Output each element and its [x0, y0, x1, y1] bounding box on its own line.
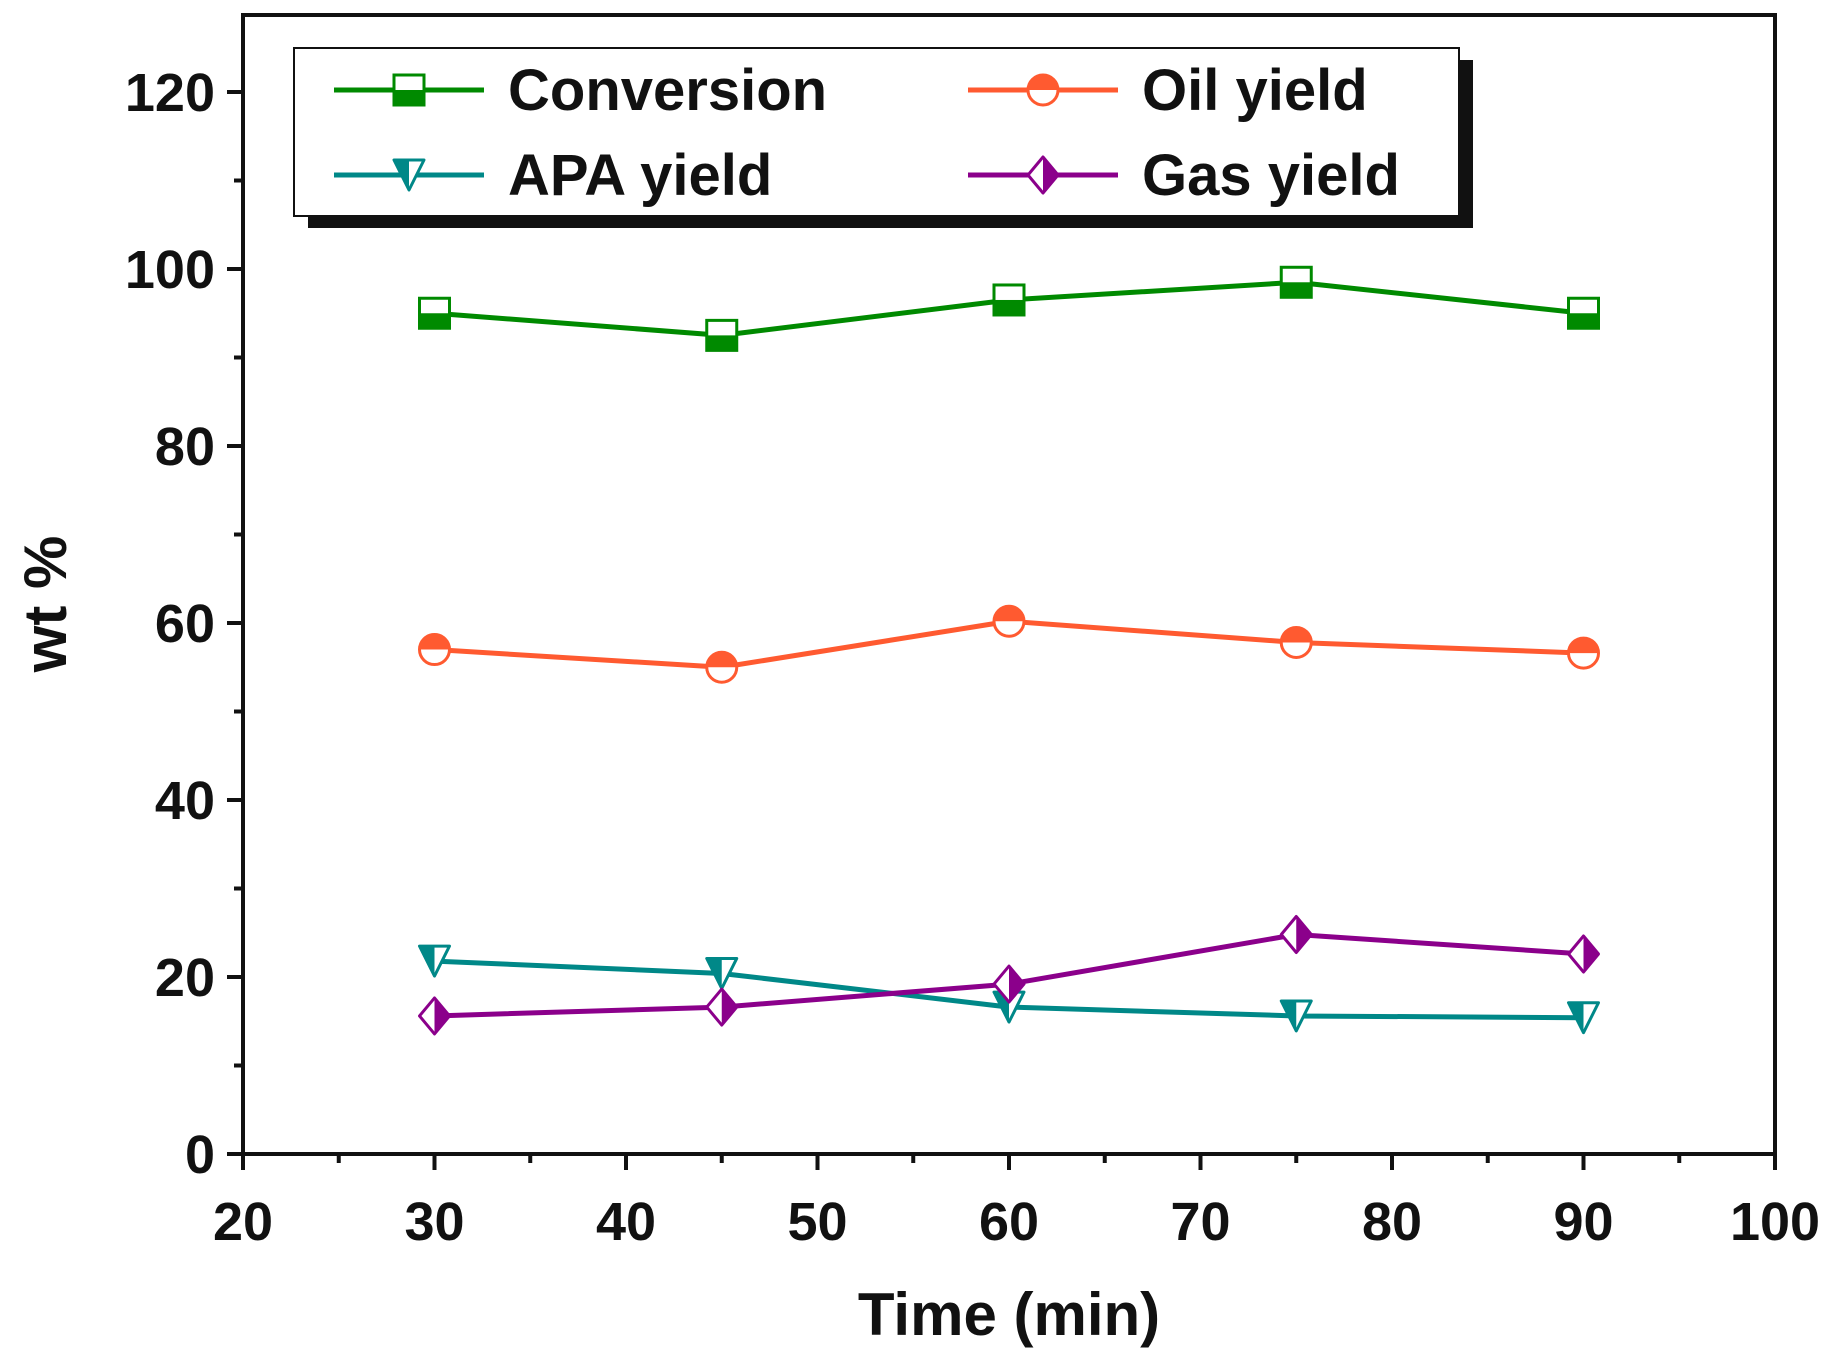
legend-marker [392, 158, 426, 192]
data-point-gas-yield [992, 964, 1026, 1004]
data-point-oil-yield [705, 650, 739, 684]
y-tick-label: 100 [125, 240, 215, 300]
data-point-oil-yield [1279, 625, 1313, 659]
marker-fill [1028, 75, 1058, 90]
y-tick-label: 40 [155, 771, 215, 831]
legend-item-gas-yield: Gas yield [968, 143, 1400, 208]
data-point-conversion [1279, 265, 1313, 299]
x-tick-label: 80 [1362, 1192, 1422, 1252]
marker-fill [434, 997, 450, 1034]
legend-marker [1026, 155, 1060, 195]
x-tick-label: 20 [213, 1192, 273, 1252]
legend-item-apa-yield: APA yield [334, 143, 772, 208]
y-tick-label: 80 [155, 417, 215, 477]
data-point-conversion [418, 296, 451, 330]
marker-fill [706, 652, 737, 668]
marker-fill [721, 989, 737, 1026]
y-tick-label: 60 [155, 594, 215, 654]
data-point-gas-yield [1567, 934, 1600, 974]
marker-fill [1281, 282, 1312, 298]
marker-fill [1583, 935, 1599, 972]
data-point-gas-yield [705, 987, 739, 1027]
legend: Conversion Oil yield APA yield Gas yield [293, 47, 1473, 228]
marker-fill [1568, 638, 1599, 654]
legend-marker [392, 73, 426, 107]
legend-marker [1026, 73, 1060, 107]
x-tick-label: 40 [596, 1192, 656, 1252]
legend-label: Oil yield [1142, 58, 1368, 123]
marker-fill [1568, 313, 1599, 329]
series-layer [418, 265, 1600, 1036]
data-point-oil-yield [992, 604, 1026, 638]
marker-fill [706, 335, 737, 351]
y-tick-label: 120 [125, 63, 215, 123]
marker-fill [419, 946, 435, 977]
x-tick-label: 60 [979, 1192, 1039, 1252]
legend-label: APA yield [508, 143, 772, 208]
legend-label: Gas yield [1142, 143, 1400, 208]
data-point-apa-yield [1567, 1001, 1600, 1035]
marker-fill [1281, 627, 1312, 643]
y-axis-title: wt % [12, 536, 79, 674]
legend-item-oil-yield: Oil yield [968, 58, 1368, 123]
data-point-conversion [992, 283, 1026, 317]
data-point-oil-yield [418, 633, 451, 667]
x-tick-label: 30 [404, 1192, 464, 1252]
marker-fill [419, 634, 450, 650]
x-tick-label: 90 [1553, 1192, 1613, 1252]
marker-fill [1043, 157, 1058, 193]
data-point-apa-yield [705, 956, 739, 990]
marker-fill [994, 299, 1024, 315]
legend-box [293, 47, 1460, 217]
y-tick-label: 20 [155, 948, 215, 1008]
data-point-oil-yield [1567, 636, 1600, 670]
marker-fill [706, 958, 722, 989]
y-tick-label: 0 [185, 1125, 215, 1185]
x-tick-label: 50 [787, 1192, 847, 1252]
data-point-apa-yield [1279, 999, 1313, 1033]
marker-fill [1009, 966, 1024, 1003]
x-axis-title: Time (min) [858, 1281, 1160, 1348]
legend-item-conversion: Conversion [334, 58, 827, 123]
axis-ticks: 20 30 40 50 60 70 80 90 100 0 20 40 60 80 100 120 [125, 63, 1820, 1252]
data-point-conversion [1567, 296, 1600, 330]
x-tick-label: 100 [1730, 1192, 1820, 1252]
marker-fill [394, 160, 409, 190]
x-tick-label: 70 [1170, 1192, 1230, 1252]
data-point-conversion [705, 318, 739, 352]
legend-label: Conversion [508, 58, 827, 123]
marker-fill [994, 606, 1024, 622]
data-point-gas-yield [418, 996, 451, 1036]
data-point-gas-yield [1279, 915, 1313, 955]
data-point-apa-yield [418, 944, 451, 978]
marker-fill [394, 90, 424, 105]
marker-fill [1296, 916, 1312, 953]
marker-fill [419, 313, 450, 329]
